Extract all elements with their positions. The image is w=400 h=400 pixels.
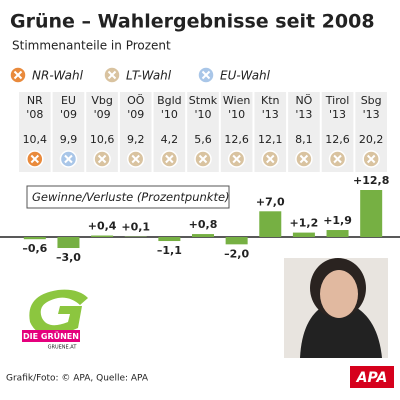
icon-cross [198, 154, 208, 164]
bar [57, 237, 80, 249]
value-label: +1,9 [323, 214, 352, 227]
year-label: '13 [329, 108, 346, 121]
icon-cross [266, 154, 275, 164]
icon-cross [299, 154, 309, 164]
icon-cross [131, 154, 140, 164]
bar [259, 211, 282, 237]
category-label: Wien [223, 94, 250, 107]
year-label: '09 [94, 108, 111, 121]
icon-cross [201, 70, 211, 80]
icon-cross [107, 70, 117, 80]
bar [192, 234, 214, 237]
brand-box [350, 366, 394, 388]
chart-title: Grüne – Wahlergebnisse seit 2008 [10, 11, 375, 33]
icon-cross [13, 70, 23, 80]
logo-bar [22, 330, 80, 342]
chart-subtitle: Stimmenanteile in Prozent [12, 39, 171, 53]
value-label: –2,0 [224, 247, 249, 260]
bar [23, 237, 46, 240]
value-label: +0,4 [88, 220, 117, 233]
share-label: 9,9 [60, 133, 78, 146]
icon-cross [232, 154, 241, 164]
bar [326, 230, 349, 237]
value-label: –3,0 [56, 251, 81, 264]
value-label: +0,1 [121, 221, 150, 234]
share-label: 10,4 [23, 133, 48, 146]
category-label: OÖ [127, 94, 145, 107]
bar [292, 232, 315, 237]
bar [91, 235, 114, 237]
bar [360, 190, 383, 237]
category-label: Sbg [361, 94, 382, 107]
share-label: 5,6 [194, 133, 212, 146]
icon-cross [97, 154, 107, 164]
year-label: '09 [127, 108, 144, 121]
year-label: '10 [194, 108, 211, 121]
category-label: NÖ [295, 94, 312, 107]
year-label: '13 [295, 108, 312, 121]
year-label: '10 [228, 108, 245, 121]
source: Grafik/Foto: © APA, Quelle: APA [6, 374, 149, 384]
value-label: +12,8 [353, 174, 389, 187]
logo-mark [29, 289, 88, 336]
category-label: Tirol [325, 94, 350, 107]
logo-sub: GRUENE.AT [48, 345, 78, 351]
series-label: Gewinne/Verluste (Prozentpunkte) [32, 190, 230, 204]
year-label: '10 [161, 108, 178, 121]
party-logo: DIE GRÜNEN GRUENE.AT [22, 289, 88, 351]
icon-cross [64, 154, 73, 164]
brand: APA [356, 370, 388, 386]
category-label: Bgld [157, 94, 182, 107]
share-label: 12,6 [224, 133, 249, 146]
year-label: '13 [363, 108, 380, 121]
share-label: 12,6 [325, 133, 350, 146]
category-label: Ktn [261, 94, 280, 107]
category-label: Vbg [91, 94, 113, 107]
share-label: 10,6 [90, 133, 115, 146]
value-label: +0,8 [189, 218, 218, 231]
category-label: NR [27, 94, 43, 107]
icon-cross [333, 154, 342, 164]
photo-body [300, 305, 382, 358]
bar [158, 237, 181, 242]
category-label: EU [61, 94, 76, 107]
icon-cross [366, 154, 376, 164]
value-label: +7,0 [256, 195, 285, 208]
year-label: '09 [60, 108, 77, 121]
share-label: 8,1 [295, 133, 313, 146]
share-label: 9,2 [127, 133, 145, 146]
bar [225, 237, 248, 245]
photo [284, 258, 388, 358]
year-label: '13 [262, 108, 279, 121]
photo-face [320, 270, 358, 318]
year-label: '08 [26, 108, 43, 121]
value-label: +1,2 [290, 217, 319, 230]
share-label: 20,2 [359, 133, 384, 146]
share-label: 12,1 [258, 133, 283, 146]
share-label: 4,2 [161, 133, 179, 146]
icon-cross [165, 154, 174, 164]
legend-label: NR-Wahl [32, 69, 84, 83]
legend-label: EU-Wahl [220, 69, 271, 83]
category-label: Stmk [189, 94, 218, 107]
icon-cross [30, 154, 40, 164]
legend-label: LT-Wahl [126, 69, 172, 83]
value-label: –1,1 [157, 244, 182, 257]
series-label-box [26, 185, 230, 209]
logo-text: DIE GRÜNEN [23, 331, 79, 341]
value-label: –0,6 [22, 242, 47, 255]
